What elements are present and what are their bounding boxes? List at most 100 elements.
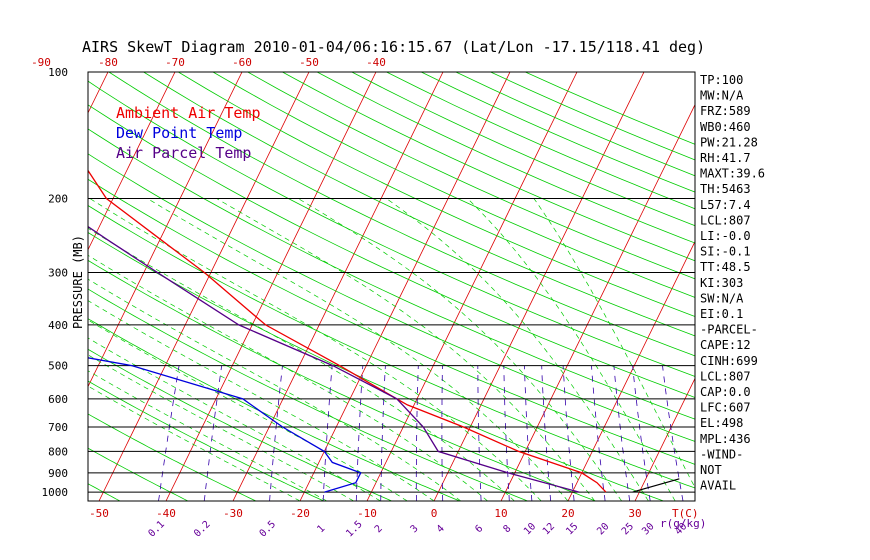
moist-adiabat-line [88,370,327,501]
legend-entry: Dew Point Temp [116,124,242,142]
dry-adiabat-line [88,447,189,501]
plot-frame [87,71,696,502]
mixing-ratio-line [562,365,575,501]
moist-adiabat-line [88,278,462,501]
moist-adiabat-line [88,254,488,501]
stats-item: -PARCEL- [700,323,758,337]
temperature-unit-label: T(C) [672,507,699,520]
moist-adiabat-line [147,198,569,501]
pressure-tick-label: 700 [48,421,68,434]
pressure-tick-label: 1000 [42,486,69,499]
isotherm-line [165,72,377,501]
top-temperature-tick-label: -70 [165,56,185,69]
pressure-tick-label: 200 [48,193,68,206]
mixing-ratio-line [524,365,533,501]
dry-adiabat-line [88,178,695,465]
dry-adiabat-line [88,318,460,501]
dry-adiabat-line [212,72,695,298]
legend-entry: Air Parcel Temp [116,144,251,162]
mixing-ratio-line [632,365,651,501]
top-temperature-tick-label: -50 [299,56,319,69]
stats-item: NOT [700,463,722,477]
chart-title: AIRS SkewT Diagram 2010-01-04/06:16:15.6… [82,38,705,56]
moist-adiabat-line [533,198,695,489]
mixing-ratio-line [355,365,364,501]
mixing-ratio-line [477,365,482,501]
stats-item: RH:41.7 [700,151,751,165]
stats-item: CAP:0.0 [700,385,751,399]
moist-adiabat-line [467,198,676,501]
temperature-tick-label: -50 [89,507,109,520]
isotherm-line [567,240,695,501]
stats-item: CAPE:12 [700,338,751,352]
stats-item: PW:21.28 [700,135,758,149]
mixing-ratio-line [662,365,684,501]
moist-adiabat-line [216,198,596,501]
top-temperature-tick-label: -40 [366,56,386,69]
stats-item: LCL:807 [700,369,751,383]
temperature-tick-label: -30 [223,507,243,520]
plot-border [87,71,696,502]
stats-item: -WIND- [700,447,743,461]
mixing-ratio-line [158,365,180,501]
temperature-tick-label: -40 [156,507,176,520]
dry-adiabat-line [143,72,695,337]
stats-item: MW:N/A [700,89,744,103]
mixing-ratio-line [203,365,223,501]
isotherm-line [232,72,444,501]
moist-adiabat-line [88,385,301,501]
dry-adiabat-line [88,80,695,377]
dry-adiabat-line [282,72,695,262]
stats-item: WB0:460 [700,120,751,134]
mixing-ratio-line [591,365,606,501]
stats-item: LCL:807 [700,213,751,227]
stats-item: SW:N/A [700,291,744,305]
stats-item: L57:7.4 [700,198,751,212]
dry-adiabat-line [88,232,664,501]
temperature-tick-label: 0 [431,507,438,520]
mixing-ratio-line [269,365,283,501]
dry-adiabat-line [88,259,596,501]
stats-item: TT:48.5 [700,260,751,274]
temperature-tick-label: 30 [628,507,641,520]
moist-adiabat-line [88,227,515,501]
moist-adiabat-line [297,198,622,501]
isotherm-line [88,72,243,388]
dry-adiabat-line [178,72,695,317]
stats-item: TH:5463 [700,182,751,196]
pressure-tick-label: 400 [48,319,68,332]
dry-adiabat-line [108,72,695,357]
isotherm-line [98,72,310,501]
stats-item: FRZ:589 [700,104,751,118]
wind-barb-line [632,478,680,493]
isotherm-line [634,377,695,501]
mixing-ratio-line [322,365,333,501]
top-temperature-tick-label: -80 [98,56,118,69]
isotherm-line [88,72,176,251]
stats-item: SI:-0.1 [700,245,751,259]
pressure-tick-label: 800 [48,445,68,458]
pressure-tick-label: 300 [48,266,68,279]
temperature-tick-label: 20 [561,507,574,520]
mixing-ratio-unit-label: r(g/kg) [660,517,706,530]
mixing-ratio-line [415,365,419,501]
stats-item: CINH:699 [700,354,758,368]
moist-adiabat-line [88,300,435,501]
legend: Ambient Air Temp Dew Point Temp Air Parcel… [116,104,261,162]
top-temperature-tick-label: -60 [232,56,252,69]
pressure-tick-label: 500 [48,360,68,373]
mixing-ratio-line [380,365,386,501]
dry-adiabat-line [88,104,695,398]
series-line-dew-point-temp [88,357,362,493]
stats-item: AVAIL [700,479,736,493]
dry-adiabat-line [88,380,324,501]
dry-adiabat-line [88,128,695,420]
moist-adiabat-line [88,319,408,501]
series-line-air-parcel-temp [88,225,580,493]
mixing-ratio-line [441,365,444,501]
stats-item: EI:0.1 [700,307,743,321]
pressure-tick-label: 900 [48,467,68,480]
stats-item: TP:100 [700,73,743,87]
